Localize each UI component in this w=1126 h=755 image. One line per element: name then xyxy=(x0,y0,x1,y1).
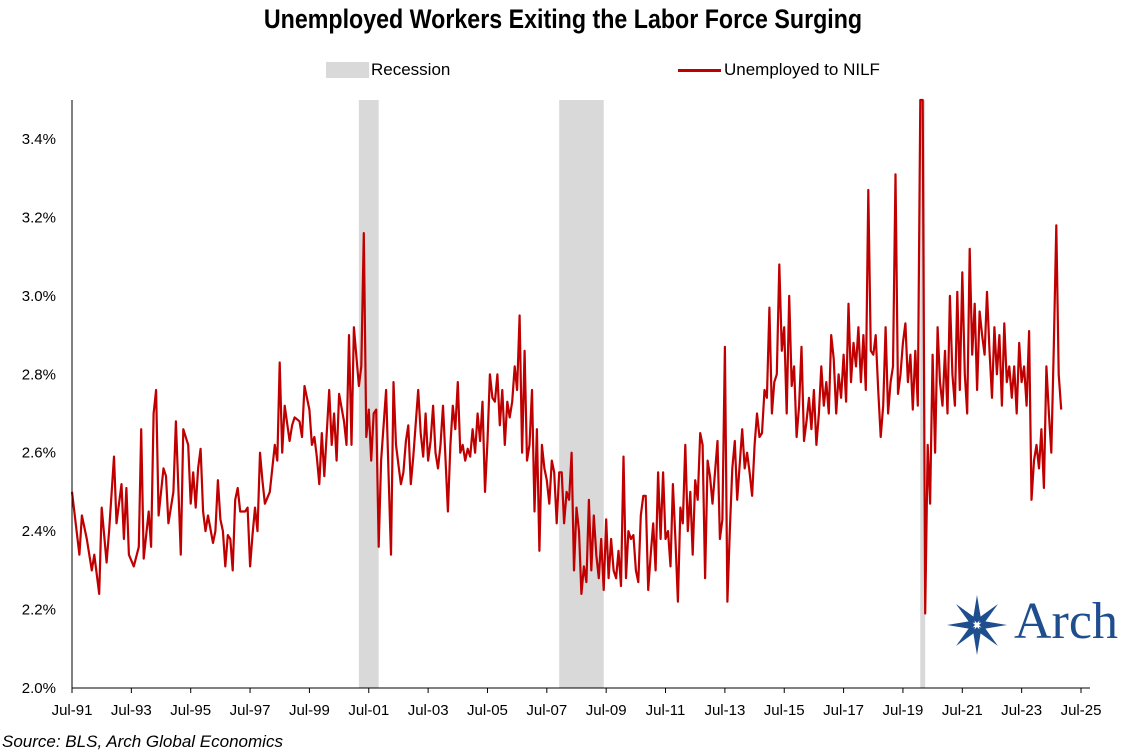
y-tick-labels: 2.0% 2.2% 2.4% 2.6% 2.8% 3.0% 3.2% 3.4% xyxy=(22,131,56,697)
recession-band-2 xyxy=(559,100,604,688)
x-tick-label: Jul-01 xyxy=(348,702,389,719)
x-tick-label: Jul-11 xyxy=(646,702,686,719)
y-tick-label: 2.8% xyxy=(22,366,56,383)
x-tick-label: Jul-23 xyxy=(1001,702,1042,719)
series-layer xyxy=(70,98,1063,615)
x-tick-label: Jul-17 xyxy=(823,702,864,719)
y-tick-label: 2.6% xyxy=(22,445,56,462)
y-tick-label: 3.4% xyxy=(22,131,56,148)
recession-band-1 xyxy=(358,100,379,688)
x-tick-label: Jul-95 xyxy=(170,702,211,719)
x-tick-label: Jul-99 xyxy=(289,702,330,719)
y-tick-label: 3.2% xyxy=(22,209,56,226)
chart-title: Unemployed Workers Exiting the Labor For… xyxy=(263,4,863,34)
x-tick-label: Jul-05 xyxy=(467,702,508,719)
source-note: Source: BLS, Arch Global Economics xyxy=(2,732,283,751)
arch-logo: Arch xyxy=(944,592,1126,658)
x-tick-label: Jul-25 xyxy=(1061,702,1102,719)
y-tick-label: 2.0% xyxy=(22,680,56,697)
x-tick-label: Jul-21 xyxy=(942,702,983,719)
legend-series-swatch xyxy=(678,68,721,72)
legend-recession-label: Recession xyxy=(371,60,451,79)
x-tick-label: Jul-13 xyxy=(704,702,745,719)
logo-text: Arch xyxy=(1014,593,1118,650)
x-tick-label: Jul-03 xyxy=(408,702,449,719)
x-tick-label: Jul-93 xyxy=(111,702,152,719)
x-tick-labels: Jul-91 Jul-93 Jul-95 Jul-97 Jul-99 Jul-01 Jul-… xyxy=(52,688,1102,719)
x-tick-label: Jul-97 xyxy=(230,702,271,719)
legend-series-label: Unemployed to NILF xyxy=(724,60,880,79)
legend-series: Unemployed to NILF xyxy=(678,60,880,80)
y-tick-label: 2.4% xyxy=(22,523,56,540)
star-burst-icon xyxy=(947,595,1007,655)
y-tick-label: 3.0% xyxy=(22,288,56,305)
series-line-1 xyxy=(70,98,1063,615)
legend-recession: Recession xyxy=(326,60,450,80)
x-tick-label: Jul-15 xyxy=(764,702,805,719)
x-tick-label: Jul-91 xyxy=(52,702,93,719)
recession-band-3 xyxy=(920,100,926,688)
x-tick-label: Jul-19 xyxy=(883,702,924,719)
legend-recession-swatch xyxy=(326,62,369,78)
x-tick-label: Jul-07 xyxy=(526,702,567,719)
x-tick-label: Jul-09 xyxy=(586,702,627,719)
y-tick-label: 2.2% xyxy=(22,602,56,619)
